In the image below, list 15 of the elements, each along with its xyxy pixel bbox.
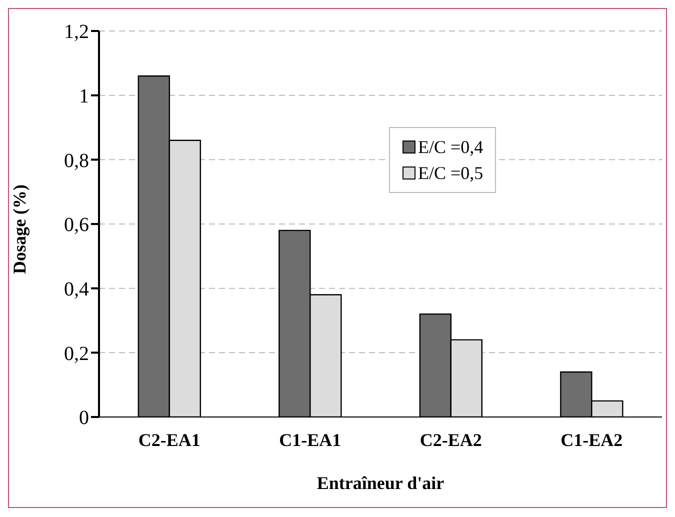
x-tick-label: C1-EA1 xyxy=(279,430,342,450)
y-tick-label: 1,2 xyxy=(64,21,89,44)
y-tick-label: 0,6 xyxy=(64,214,89,236)
x-tick-label: C2-EA2 xyxy=(420,430,482,450)
y-tick-label: 1 xyxy=(79,85,89,108)
y-tick-label: 0,2 xyxy=(64,342,89,365)
y-tick-label: 0,4 xyxy=(64,278,89,300)
y-tick-label: 0,8 xyxy=(64,150,89,172)
x-tick-label: C1-EA2 xyxy=(560,430,623,450)
x-axis-title: Entraîneur d'air xyxy=(316,473,444,493)
legend-label: E/C =0,4 xyxy=(418,136,484,159)
legend-label: E/C =0,5 xyxy=(418,162,484,185)
x-tick-label: C2-EA1 xyxy=(138,430,200,450)
y-tick-label: 0 xyxy=(79,407,89,430)
y-axis-title: Dosage (%) xyxy=(9,184,30,274)
